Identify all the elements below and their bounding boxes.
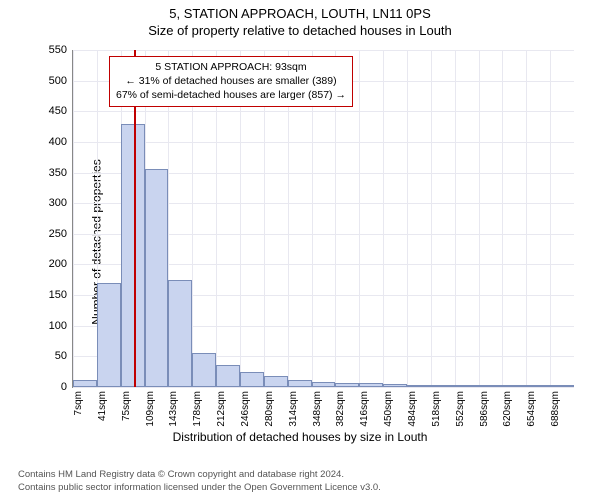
grid-line-v xyxy=(359,50,360,387)
x-axis-label: Distribution of detached houses by size … xyxy=(20,430,580,444)
y-tick-label: 100 xyxy=(49,320,67,332)
histogram-bar xyxy=(168,280,192,387)
x-tick-label: 41sqm xyxy=(97,391,108,421)
histogram-bar xyxy=(359,383,383,387)
histogram-bar xyxy=(407,385,431,387)
grid-line-v xyxy=(455,50,456,387)
x-tick-label: 178sqm xyxy=(192,391,203,427)
y-tick-label: 400 xyxy=(49,136,67,148)
x-tick-label: 246sqm xyxy=(240,391,251,427)
x-tick-label: 75sqm xyxy=(121,391,132,421)
y-tick-label: 300 xyxy=(49,197,67,209)
y-tick-label: 200 xyxy=(49,258,67,270)
x-tick-label: 586sqm xyxy=(479,391,490,427)
y-tick-label: 50 xyxy=(55,350,67,362)
histogram-bar xyxy=(526,385,550,387)
histogram-bar xyxy=(240,372,264,387)
grid-line-v xyxy=(431,50,432,387)
footer: Contains HM Land Registry data © Crown c… xyxy=(18,469,381,494)
x-tick-label: 7sqm xyxy=(73,391,84,415)
note-box: 5 STATION APPROACH: 93sqm ← 31% of detac… xyxy=(109,56,353,107)
grid-line-h xyxy=(73,142,574,143)
x-tick-label: 348sqm xyxy=(312,391,323,427)
note-line-1: 5 STATION APPROACH: 93sqm xyxy=(116,60,346,74)
x-tick-label: 143sqm xyxy=(168,391,179,427)
histogram-bar xyxy=(335,383,359,387)
grid-line-v xyxy=(407,50,408,387)
histogram-bar xyxy=(73,380,97,387)
y-tick-label: 350 xyxy=(49,167,67,179)
grid-line-v xyxy=(502,50,503,387)
x-tick-label: 314sqm xyxy=(288,391,299,427)
histogram-bar xyxy=(431,385,455,387)
x-tick-label: 109sqm xyxy=(145,391,156,427)
x-tick-label: 688sqm xyxy=(550,391,561,427)
grid-line-v xyxy=(550,50,551,387)
x-tick-label: 654sqm xyxy=(526,391,537,427)
histogram-bar xyxy=(145,169,169,387)
histogram-bar xyxy=(192,353,216,387)
x-tick-label: 518sqm xyxy=(431,391,442,427)
grid-line-v xyxy=(73,50,74,387)
grid-line-v xyxy=(526,50,527,387)
histogram-bar xyxy=(455,385,479,387)
x-tick-label: 450sqm xyxy=(383,391,394,427)
histogram-bar xyxy=(216,365,240,387)
grid-line-h xyxy=(73,111,574,112)
page-title-sub: Size of property relative to detached ho… xyxy=(0,23,600,38)
page-title-main: 5, STATION APPROACH, LOUTH, LN11 0PS xyxy=(0,6,600,21)
y-tick-label: 500 xyxy=(49,75,67,87)
x-tick-label: 620sqm xyxy=(502,391,513,427)
histogram-bar xyxy=(264,376,288,387)
histogram-bar xyxy=(479,385,503,387)
grid-line-h xyxy=(73,50,574,51)
y-tick-label: 150 xyxy=(49,289,67,301)
footer-line-1: Contains HM Land Registry data © Crown c… xyxy=(18,469,381,481)
grid-line-v xyxy=(479,50,480,387)
y-tick-label: 450 xyxy=(49,105,67,117)
x-tick-label: 416sqm xyxy=(359,391,370,427)
histogram-bar xyxy=(550,385,574,387)
histogram-bar xyxy=(312,382,336,388)
histogram-bar xyxy=(383,384,407,387)
x-tick-label: 552sqm xyxy=(455,391,466,427)
plot-area: 5 STATION APPROACH: 93sqm ← 31% of detac… xyxy=(72,50,574,388)
x-tick-label: 382sqm xyxy=(335,391,346,427)
histogram-bar xyxy=(288,380,312,387)
x-tick-label: 280sqm xyxy=(264,391,275,427)
y-tick-label: 550 xyxy=(49,44,67,56)
grid-line-h xyxy=(73,387,574,388)
grid-line-v xyxy=(383,50,384,387)
note-line-2: ← 31% of detached houses are smaller (38… xyxy=(116,74,346,88)
histogram-bar xyxy=(121,124,145,387)
histogram-bar xyxy=(97,283,121,387)
histogram-bar xyxy=(502,385,526,387)
footer-line-2: Contains public sector information licen… xyxy=(18,482,381,494)
chart-container: Number of detached properties 5 STATION … xyxy=(20,42,580,442)
y-tick-label: 0 xyxy=(61,381,67,393)
note-line-3: 67% of semi-detached houses are larger (… xyxy=(116,88,346,102)
x-tick-label: 212sqm xyxy=(216,391,227,427)
y-tick-label: 250 xyxy=(49,228,67,240)
x-tick-label: 484sqm xyxy=(407,391,418,427)
